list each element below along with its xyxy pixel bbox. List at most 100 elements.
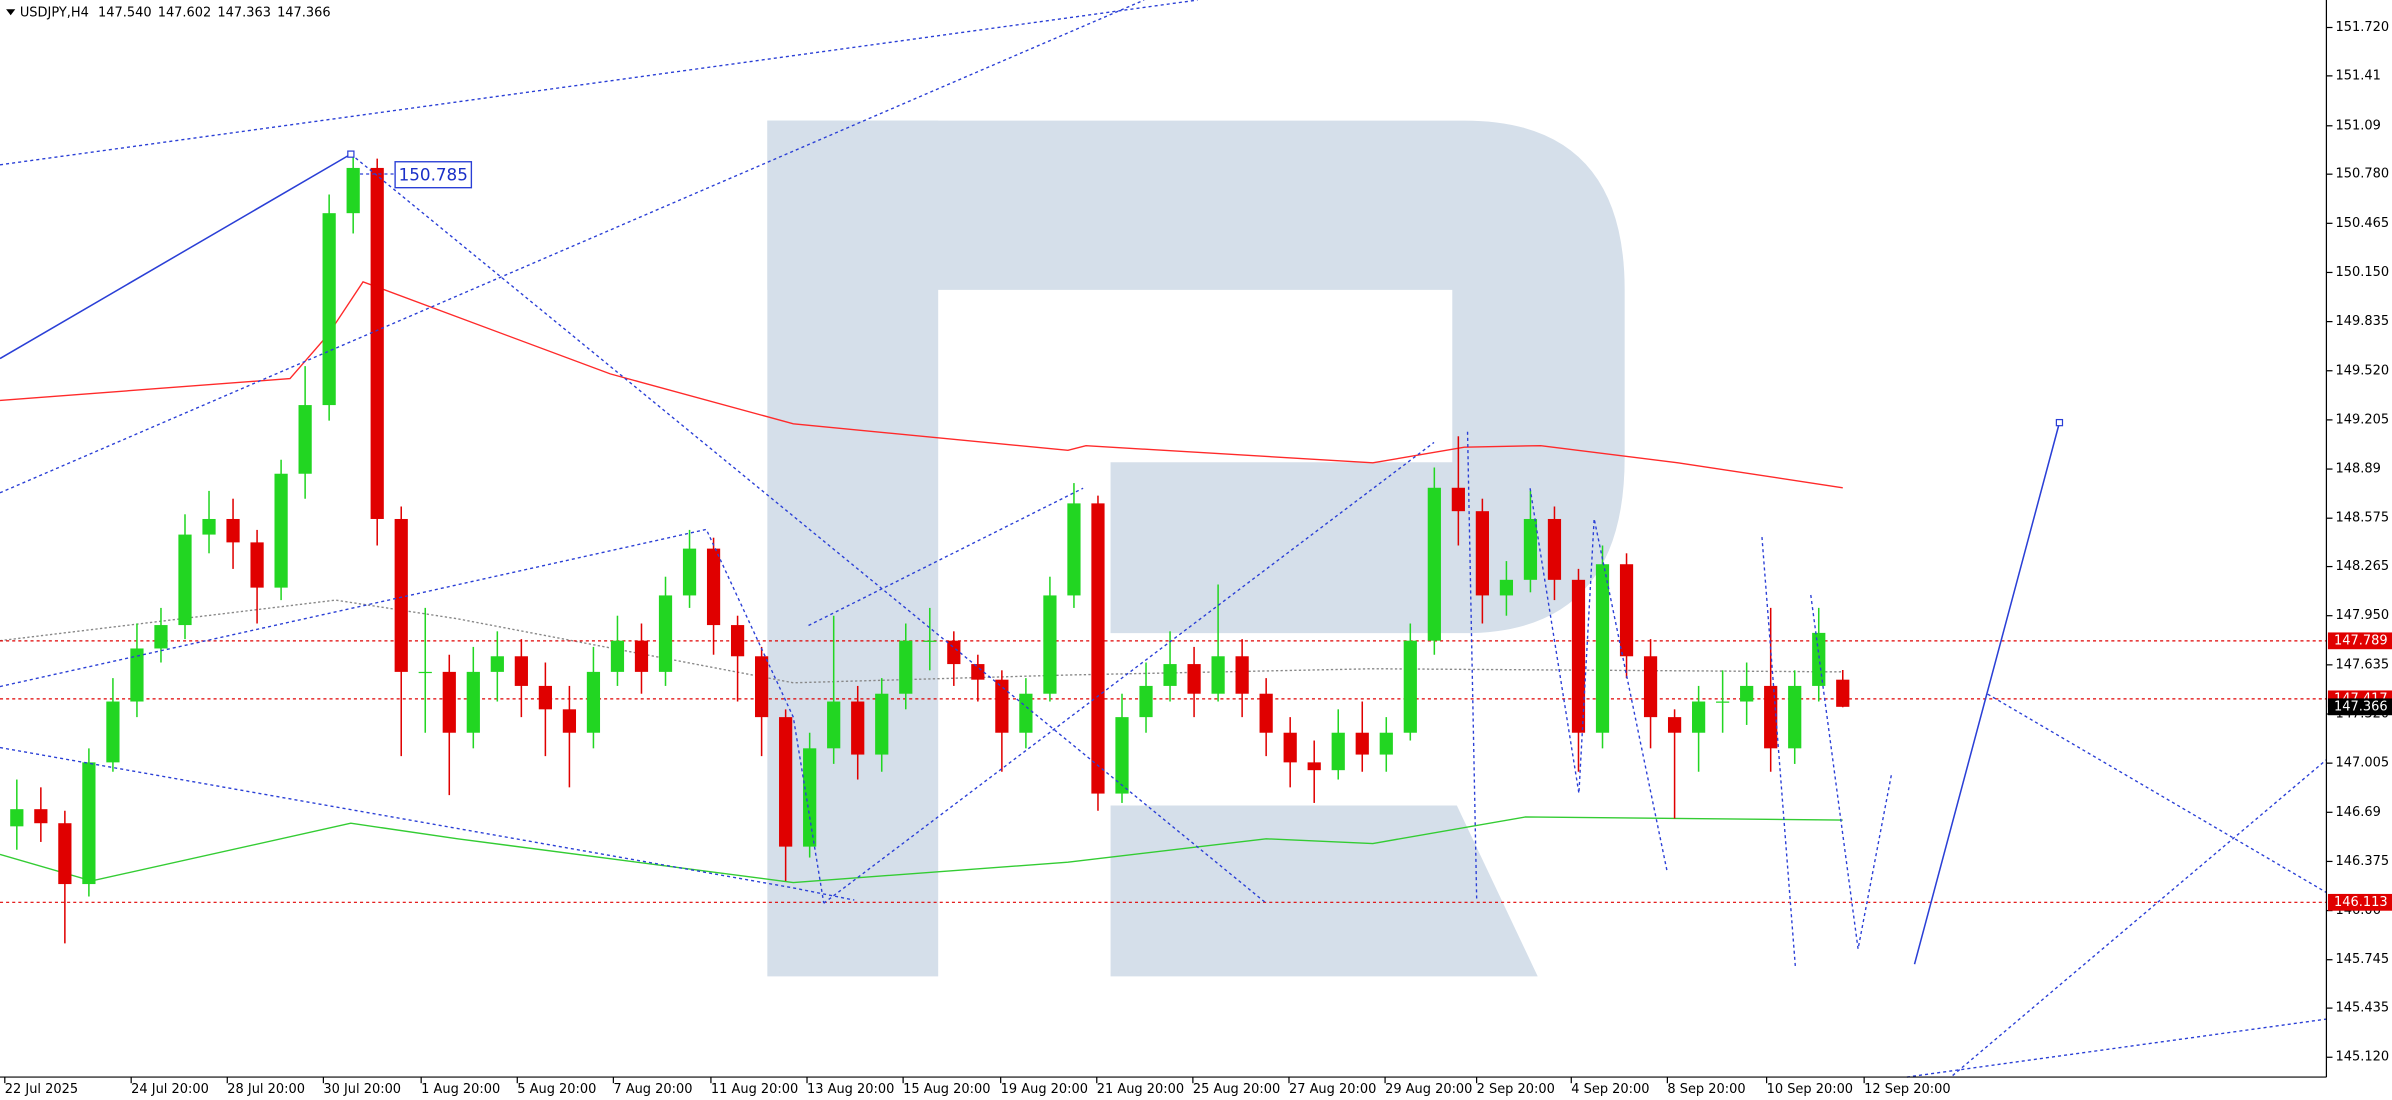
candle-body [971,664,985,680]
candle-body [995,679,1009,733]
level-label-box [2327,893,2392,911]
candle-body [1211,656,1225,694]
candle-body [875,693,889,755]
candle-body [1692,701,1706,733]
candle-body [562,709,577,733]
trend-line [1529,488,1669,873]
candle-body [1788,685,1802,749]
candle-body [1619,564,1634,657]
candle-body [442,671,456,733]
candle-body [755,656,769,718]
level-label: 146.113 [2334,895,2388,910]
candle-body [586,671,601,733]
header-text: USDJPY,H4 147.540 147.602 147.363 147.366 [20,5,331,20]
candle-body [130,648,144,702]
y-tick-label: 146.375 [2336,854,2390,869]
trend-line [823,441,1435,904]
candle-body [250,542,264,588]
current-price-label: 147.366 [2334,699,2388,714]
close-value: 147.366 [277,5,331,20]
trend-line [0,0,1145,494]
candle-body [1499,579,1514,596]
y-tick-label: 145.745 [2336,952,2390,967]
x-tick-label: 8 Sep 20:00 [1667,1082,1745,1097]
forecast-lines: 150.785 [0,0,2327,1078]
candle-body [1812,632,1826,686]
x-tick-label: 15 Aug 20:00 [903,1082,990,1097]
candle-body [1283,732,1297,763]
y-tick-label: 147.005 [2336,756,2390,771]
candle-body [730,625,745,657]
candle-body [1115,717,1129,794]
candle-body [298,405,312,474]
candle-body [226,518,240,543]
low-value: 147.363 [217,5,271,20]
y-tick-label: 145.120 [2336,1050,2390,1065]
candle-body [1547,518,1562,580]
candle-body [394,518,408,672]
candle-body [1571,579,1586,733]
candle-body [1475,511,1489,596]
candle-body [1139,685,1153,718]
candle-body [947,640,961,665]
trend-line [0,153,352,360]
header: USDJPY,H4 147.540 147.602 147.363 147.366 [6,5,331,20]
candle-body [106,701,120,763]
y-tick-label: 150.150 [2336,265,2390,280]
candle-body [178,534,192,626]
candle-body [1163,664,1177,686]
menu-triangle[interactable] [6,9,16,16]
x-tick-label: 27 Aug 20:00 [1289,1082,1376,1097]
candle-body [1836,679,1850,707]
y-tick-label: 145.435 [2336,1001,2390,1016]
annotation: 150.785 [399,164,468,184]
candle-body [82,762,96,885]
y-tick-label: 147.950 [2336,608,2390,623]
candle-body [538,685,552,710]
x-tick-label: 28 Jul 20:00 [227,1082,305,1097]
y-tick-label: 148.575 [2336,511,2390,526]
trend-line [350,153,1267,904]
candle-body [1019,693,1033,733]
candle-body [1355,732,1369,755]
candle-body [466,671,480,733]
candle-body [10,809,24,827]
x-tick-label: 7 Aug 20:00 [613,1082,692,1097]
candle-body [58,823,72,885]
trend-line [1810,594,1893,950]
candle-body [658,595,673,672]
x-tick-label: 5 Aug 20:00 [517,1082,596,1097]
candle-body [1259,693,1273,733]
watermark-bowl [767,120,1625,634]
candle-body [634,640,649,672]
high-value: 147.602 [158,5,212,20]
candle-body [610,640,625,672]
candle-body [851,701,865,755]
candle-body [1595,564,1610,733]
candle-body [346,167,360,214]
x-tick-label: 13 Aug 20:00 [807,1082,894,1097]
forecast-line [1913,422,2061,965]
candle-body [418,671,432,674]
forecast-line [1987,693,2327,894]
plot-area [0,150,2327,944]
y-tick-label: 148.265 [2336,559,2390,574]
candle-body [1043,595,1057,694]
current-price-box [2327,698,2392,716]
candle-body [706,548,721,626]
candle-body [322,213,336,406]
y-tick-label: 149.835 [2336,314,2390,329]
x-tick-label: 4 Sep 20:00 [1571,1082,1649,1097]
candle-body [1643,656,1658,718]
x-tick-label: 24 Jul 20:00 [131,1082,209,1097]
level-label-box [2327,632,2392,650]
candle-body [1716,701,1730,703]
candle-body [1403,640,1417,733]
candle-body [202,518,216,535]
y-tick-label: 147.635 [2336,657,2390,672]
trend-line [0,746,855,901]
trend-line [808,487,1084,627]
candle-body [923,640,937,642]
x-tick-label: 11 Aug 20:00 [711,1082,798,1097]
y-tick-label: 148.89 [2336,462,2381,477]
